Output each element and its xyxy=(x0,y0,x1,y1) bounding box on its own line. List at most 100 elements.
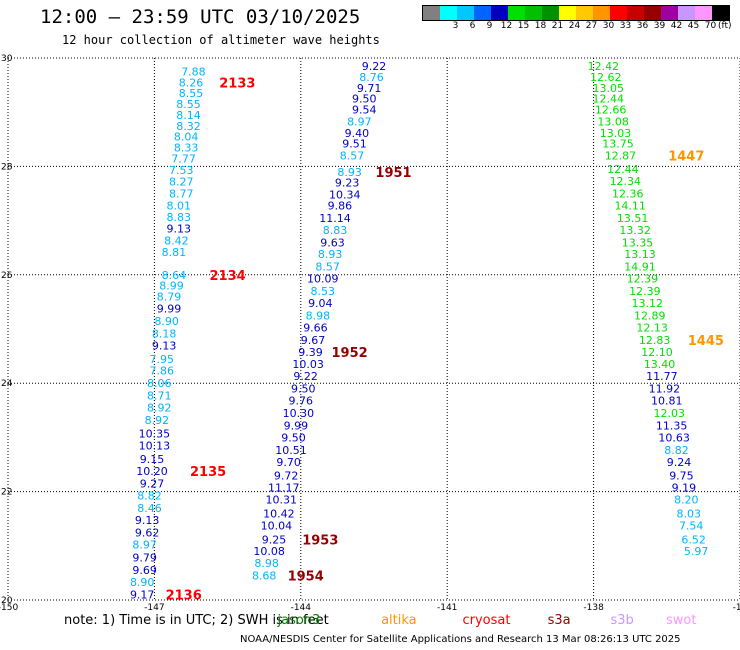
data-point: 12.34 xyxy=(610,175,642,188)
data-point: 8.27 xyxy=(169,176,194,189)
data-point: 8.71 xyxy=(147,390,172,403)
data-point: 10.08 xyxy=(253,545,285,558)
legend-label: 30 xyxy=(602,21,615,31)
legend-swatch xyxy=(423,6,440,20)
legend-swatch xyxy=(525,6,542,20)
data-point: 8.82 xyxy=(664,444,689,457)
data-point: 12.10 xyxy=(641,346,673,359)
legend-label: 36 xyxy=(636,21,649,31)
data-point: 9.25 xyxy=(262,533,287,546)
legend-label: 39 xyxy=(653,21,666,31)
data-point: 9.79 xyxy=(132,552,157,565)
data-point: 8.57 xyxy=(340,150,365,163)
legend-label: 70 xyxy=(704,21,717,31)
legend-swatch xyxy=(610,6,627,20)
data-point: 12.87 xyxy=(605,150,637,163)
data-point: 7.95 xyxy=(149,353,174,366)
satellite-label: cryosat xyxy=(462,613,511,628)
satellite-label: swot xyxy=(666,613,697,628)
time-label: 1952 xyxy=(332,346,368,361)
satellite-label: s3a xyxy=(547,613,571,628)
data-point: 8.64 xyxy=(162,269,187,282)
data-point: 13.40 xyxy=(644,358,676,371)
data-point: 8.98 xyxy=(306,309,331,322)
time-label: 2133 xyxy=(219,76,255,91)
legend-label: 18 xyxy=(534,21,547,31)
data-point: 13.08 xyxy=(597,115,629,128)
color-legend-labels: 3 6 9 12 15 18 21 24 27 30 33 36 39 42 45 70 xyxy=(422,21,740,33)
data-point: 8.26 xyxy=(179,76,204,89)
satellite-label: altika xyxy=(381,613,417,628)
data-point: 9.15 xyxy=(140,453,165,466)
data-point: 13.05 xyxy=(592,82,624,95)
legend-label: 42 xyxy=(670,21,683,31)
data-point: 8.83 xyxy=(323,224,348,237)
data-point: 8.93 xyxy=(337,166,362,179)
data-point: 10.31 xyxy=(266,494,298,507)
data-point: 9.23 xyxy=(335,177,360,190)
y-tick-label: 22 xyxy=(1,488,12,498)
data-point: 11.92 xyxy=(649,383,681,396)
data-point: 12.83 xyxy=(639,334,671,347)
data-point: 9.50 xyxy=(291,383,316,396)
data-point: 10.81 xyxy=(651,395,683,408)
legend-swatch xyxy=(576,6,593,20)
data-point: 12.89 xyxy=(634,309,666,322)
data-point: 9.76 xyxy=(289,395,314,408)
time-label: 1447 xyxy=(668,150,704,165)
data-point: 13.13 xyxy=(624,248,656,261)
data-point: 10.30 xyxy=(283,407,315,420)
data-point: 7.86 xyxy=(149,365,174,378)
data-point: 8.82 xyxy=(137,489,162,502)
data-point: 12.03 xyxy=(653,407,685,420)
data-point: 13.75 xyxy=(602,138,634,151)
time-label: 1953 xyxy=(302,533,338,548)
data-point: 12.62 xyxy=(590,71,622,84)
data-point: 9.51 xyxy=(342,138,367,151)
data-point: 8.53 xyxy=(311,285,336,298)
data-point: 12.13 xyxy=(636,321,668,334)
data-point: 7.54 xyxy=(679,520,704,533)
legend-swatch xyxy=(678,6,695,20)
data-point: 12.39 xyxy=(629,285,661,298)
legend-swatch xyxy=(491,6,508,20)
legend-label: 33 xyxy=(619,21,632,31)
data-point: 11.14 xyxy=(319,212,351,225)
data-point: 8.90 xyxy=(130,576,155,589)
data-point: 8.57 xyxy=(315,261,340,274)
data-point: 9.22 xyxy=(293,370,318,383)
legend-unit: (ft) xyxy=(718,21,732,31)
data-point: 12.36 xyxy=(612,188,644,201)
data-point: 10.03 xyxy=(292,358,324,371)
data-point: 9.66 xyxy=(303,321,328,334)
data-point: 9.19 xyxy=(672,481,697,494)
data-point: 9.70 xyxy=(276,456,301,469)
data-point: 8.98 xyxy=(254,557,279,570)
data-point: 8.04 xyxy=(174,131,199,144)
time-label: 1954 xyxy=(288,570,324,585)
data-point: 13.03 xyxy=(600,127,632,140)
color-legend xyxy=(422,5,730,21)
data-point: 8.55 xyxy=(176,98,201,111)
footer-note: note: 1) Time is in UTC; 2) SWH is in fe… xyxy=(64,613,329,628)
data-point: 9.13 xyxy=(152,339,177,352)
data-point: 9.40 xyxy=(345,127,370,140)
data-point: 12.42 xyxy=(588,60,620,73)
data-point: 8.14 xyxy=(176,109,201,122)
legend-label: 27 xyxy=(585,21,598,31)
data-point: 8.68 xyxy=(252,570,277,583)
time-label: 1445 xyxy=(688,334,724,349)
time-label: 2136 xyxy=(166,589,202,604)
time-label: 1951 xyxy=(375,166,411,181)
time-label: 2134 xyxy=(210,269,246,284)
y-tick-label: 26 xyxy=(1,271,13,281)
data-point: 9.50 xyxy=(281,431,306,444)
data-point: 9.24 xyxy=(667,456,692,469)
legend-swatch xyxy=(559,6,576,20)
data-point: 9.13 xyxy=(167,223,192,236)
data-point: 9.71 xyxy=(357,82,382,95)
x-tick-label: -150 xyxy=(0,603,18,613)
legend-label: 9 xyxy=(486,21,493,31)
data-point: 13.32 xyxy=(619,224,651,237)
